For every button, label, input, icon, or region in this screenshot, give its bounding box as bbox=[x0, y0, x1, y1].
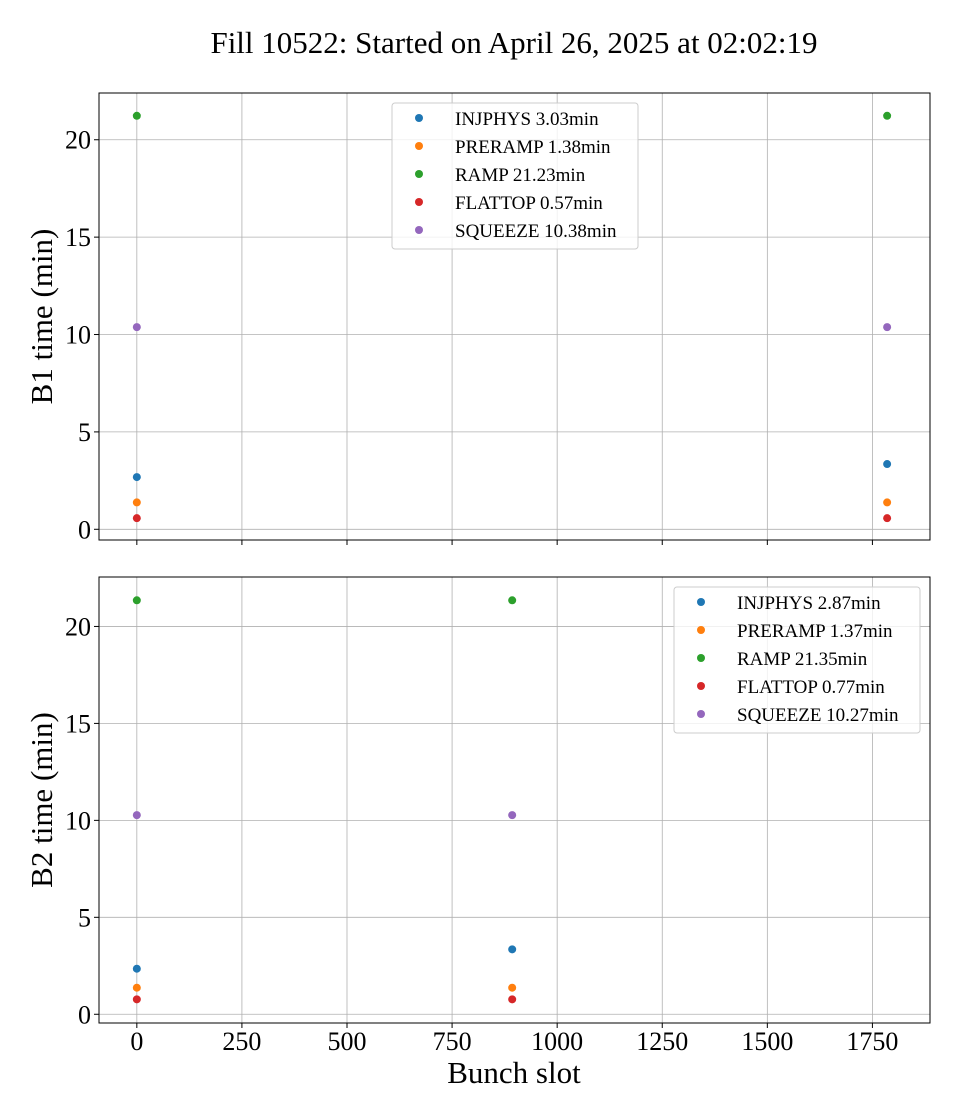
data-point-squeeze bbox=[132, 323, 141, 332]
data-point-ramp bbox=[508, 596, 517, 605]
legend: INJPHYS 2.87min PRERAMP 1.37min RAMP 21.35… bbox=[673, 586, 921, 734]
data-point-squeeze bbox=[883, 323, 892, 332]
chart-title: Fill 10522: Started on April 26, 2025 at… bbox=[210, 25, 817, 60]
y-axis-label: B1 time (min) bbox=[24, 229, 59, 405]
data-point-ramp bbox=[132, 596, 141, 605]
legend-entry: SQUEEZE 10.38min bbox=[455, 221, 617, 242]
legend-marker bbox=[415, 142, 423, 150]
legend-marker bbox=[697, 626, 705, 634]
data-point-preramp bbox=[132, 498, 141, 507]
legend-entry: RAMP 21.23min bbox=[455, 165, 586, 186]
legend-marker bbox=[697, 682, 705, 690]
legend-frame bbox=[673, 586, 921, 734]
x-tick-label: 0 bbox=[130, 1027, 143, 1056]
data-point-ramp bbox=[883, 111, 892, 120]
legend-entry: RAMP 21.35min bbox=[737, 649, 868, 670]
y-tick-label: 20 bbox=[65, 612, 91, 641]
y-tick-label: 10 bbox=[65, 321, 91, 350]
y-tick-label: 20 bbox=[65, 126, 91, 155]
data-point-preramp bbox=[883, 498, 892, 507]
y-tick-label: 15 bbox=[65, 223, 91, 252]
data-point-ramp bbox=[132, 111, 141, 120]
x-tick-label: 1750 bbox=[846, 1027, 898, 1056]
data-point-flattop bbox=[132, 514, 141, 523]
data-point-squeeze bbox=[508, 811, 517, 820]
x-tick-label: 1250 bbox=[636, 1027, 688, 1056]
x-tick-label: 750 bbox=[433, 1027, 472, 1056]
data-point-injphys bbox=[883, 460, 892, 469]
legend-marker bbox=[697, 598, 705, 606]
legend-marker bbox=[415, 170, 423, 178]
panel-b2: 0 250 500 750 1000 1250 1500 1750 0 5 10 15 20 B2 tim… bbox=[24, 576, 931, 1056]
data-point-flattop bbox=[508, 995, 517, 1004]
y-axis-label: B2 time (min) bbox=[24, 712, 59, 888]
data-point-injphys bbox=[132, 964, 141, 973]
legend-entry: PRERAMP 1.38min bbox=[455, 137, 611, 158]
y-tick-label: 5 bbox=[78, 418, 91, 447]
y-tick-label: 0 bbox=[78, 1000, 91, 1029]
y-tick-label: 5 bbox=[78, 903, 91, 932]
panel-b1: 0 5 10 15 20 B1 time (min) INJPHYS 3.03min PRER… bbox=[24, 92, 931, 545]
plot-frame bbox=[98, 92, 931, 541]
x-tick-label: 1000 bbox=[531, 1027, 583, 1056]
legend-entry: FLATTOP 0.57min bbox=[455, 193, 603, 214]
x-tick-label: 1500 bbox=[741, 1027, 793, 1056]
data-point-preramp bbox=[132, 983, 141, 992]
x-tick-label: 500 bbox=[327, 1027, 366, 1056]
plot-frame bbox=[98, 576, 931, 1024]
legend-frame bbox=[391, 102, 639, 250]
legend-entry: INJPHYS 3.03min bbox=[455, 109, 599, 130]
y-tick-label: 0 bbox=[78, 515, 91, 544]
data-point-injphys bbox=[508, 945, 517, 954]
legend-entry: FLATTOP 0.77min bbox=[737, 677, 885, 698]
data-point-squeeze bbox=[132, 811, 141, 820]
legend-marker bbox=[415, 198, 423, 206]
data-point-injphys bbox=[132, 473, 141, 482]
data-point-flattop bbox=[883, 514, 892, 523]
legend: INJPHYS 3.03min PRERAMP 1.38min RAMP 21.23… bbox=[391, 102, 639, 250]
legend-entry: SQUEEZE 10.27min bbox=[737, 705, 899, 726]
legend-entry: PRERAMP 1.37min bbox=[737, 621, 893, 642]
legend-marker bbox=[415, 114, 423, 122]
data-point-preramp bbox=[508, 983, 517, 992]
y-tick-label: 10 bbox=[65, 806, 91, 835]
legend-marker bbox=[697, 654, 705, 662]
legend-entry: INJPHYS 2.87min bbox=[737, 593, 881, 614]
x-tick-label: 250 bbox=[222, 1027, 261, 1056]
data-point-flattop bbox=[132, 995, 141, 1004]
legend-marker bbox=[415, 226, 423, 234]
legend-marker bbox=[697, 710, 705, 718]
y-tick-label: 15 bbox=[65, 709, 91, 738]
x-axis-label: Bunch slot bbox=[447, 1055, 581, 1090]
